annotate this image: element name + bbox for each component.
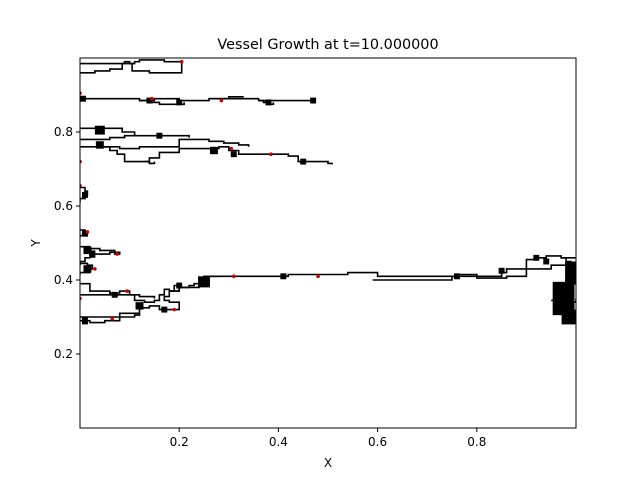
- tip-marker-5: [229, 146, 234, 151]
- vessel-1: [80, 61, 183, 74]
- tip-marker-9: [115, 252, 119, 256]
- vessel-cluster-3: [94, 125, 105, 135]
- vessel-8: [80, 138, 250, 150]
- vessel-cluster-10: [146, 97, 153, 104]
- tip-marker-16: [93, 267, 97, 271]
- tip-marker-12: [172, 307, 177, 312]
- x-tick-label-1: 0.4: [269, 435, 288, 449]
- vessel-16: [80, 275, 219, 303]
- tip-marker-14: [316, 274, 320, 279]
- vessel-cluster-13: [310, 97, 317, 104]
- tip-marker-15: [231, 274, 236, 279]
- vessel-9: [99, 146, 156, 165]
- tip-marker-4: [269, 152, 273, 156]
- axes: 0.2 0.4 0.6 0.8 0.2 0.4 0.6 0.8: [54, 125, 486, 449]
- vessel-cluster-1: [565, 261, 576, 284]
- y-tick-label-1: 0.4: [54, 273, 73, 287]
- vessel-cluster-11: [176, 99, 183, 106]
- vessel-cluster-22: [453, 273, 460, 280]
- vessel-cluster-20: [176, 282, 183, 289]
- vessel-cluster-0: [552, 281, 575, 316]
- tip-marker-3: [219, 98, 224, 103]
- y-axis-label: Y: [29, 239, 43, 248]
- vessel-cluster-18: [89, 250, 96, 258]
- vessel-cluster-27: [161, 306, 168, 313]
- tip-marker-13: [110, 317, 115, 321]
- vessel-cluster-25: [81, 317, 88, 325]
- vessel-cluster-26: [135, 302, 144, 310]
- plot-frame: [79, 57, 577, 429]
- vessel-cluster-16: [83, 246, 92, 255]
- vessel-cluster-17: [83, 265, 92, 273]
- vessel-cluster-24: [111, 291, 118, 298]
- vessel-7: [80, 134, 135, 141]
- vessel-13: [80, 245, 121, 266]
- vessel-cluster-9: [80, 95, 86, 102]
- vessel-cluster-7: [230, 151, 237, 158]
- vessel-cluster-14: [81, 191, 88, 198]
- vessel-15: [80, 282, 156, 299]
- vessel-cluster-2: [561, 309, 576, 325]
- vessel-cluster-19: [198, 276, 210, 288]
- vessel-cluster-28: [533, 254, 540, 261]
- y-tick-label-3: 0.8: [54, 125, 73, 139]
- vessel-cluster-8: [300, 158, 307, 165]
- x-tick-label-0: 0.2: [170, 435, 189, 449]
- vessel-cluster-6: [209, 146, 218, 155]
- vessel-cluster-23: [498, 267, 505, 274]
- tip-marker-10: [125, 289, 129, 293]
- vessel-18: [80, 313, 141, 324]
- y-tick-label-2: 0.6: [54, 199, 73, 213]
- vessel-cluster-21: [280, 273, 287, 280]
- vessel-cluster-5: [95, 141, 104, 149]
- x-tick-label-2: 0.6: [368, 435, 387, 449]
- vessel-20: [372, 264, 576, 281]
- x-axis-label: X: [324, 456, 332, 470]
- chart-title: Vessel Growth at t=10.000000: [217, 37, 438, 53]
- vessel-cluster-15: [81, 230, 88, 237]
- vessel-cluster-29: [543, 258, 550, 265]
- vessel-cluster-4: [156, 132, 163, 139]
- tip-marker-0: [179, 59, 184, 64]
- x-tick-label-3: 0.8: [467, 435, 486, 449]
- vessel-cluster-12: [265, 99, 272, 106]
- tip-marker-2: [150, 96, 154, 101]
- y-tick-label-0: 0.2: [54, 347, 73, 361]
- tip-marker-8: [85, 230, 90, 234]
- vessel-14: [80, 262, 94, 275]
- plot-area: [80, 59, 576, 325]
- vessel-6: [80, 127, 190, 138]
